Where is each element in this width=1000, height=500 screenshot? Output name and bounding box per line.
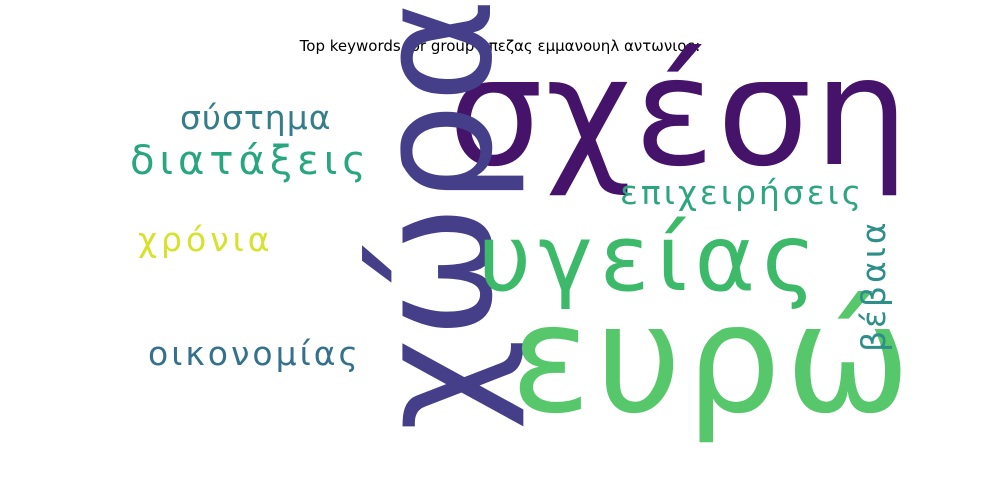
word-oikonomias: οικονομίας <box>148 334 361 373</box>
word-vevaia: βέβαια <box>854 219 893 352</box>
word-eyro: ευρώ <box>510 273 915 447</box>
word-xronia: χρόνια <box>138 220 274 259</box>
figure-title: Top keywords for group μπεζας εμμανουηλ … <box>299 37 701 55</box>
word-diataxeis: διατάξεις <box>130 138 371 184</box>
word-ygeias: υγείας <box>478 205 824 312</box>
word-epixeiriseis: επιχειρήσεις <box>620 173 865 212</box>
word-cloud: σχέση χώρα υγείας ευρώ σύστημα διατάξεις… <box>125 0 911 450</box>
word-sxesi: σχέση <box>448 26 911 200</box>
word-systima: σύστημα <box>180 98 332 137</box>
